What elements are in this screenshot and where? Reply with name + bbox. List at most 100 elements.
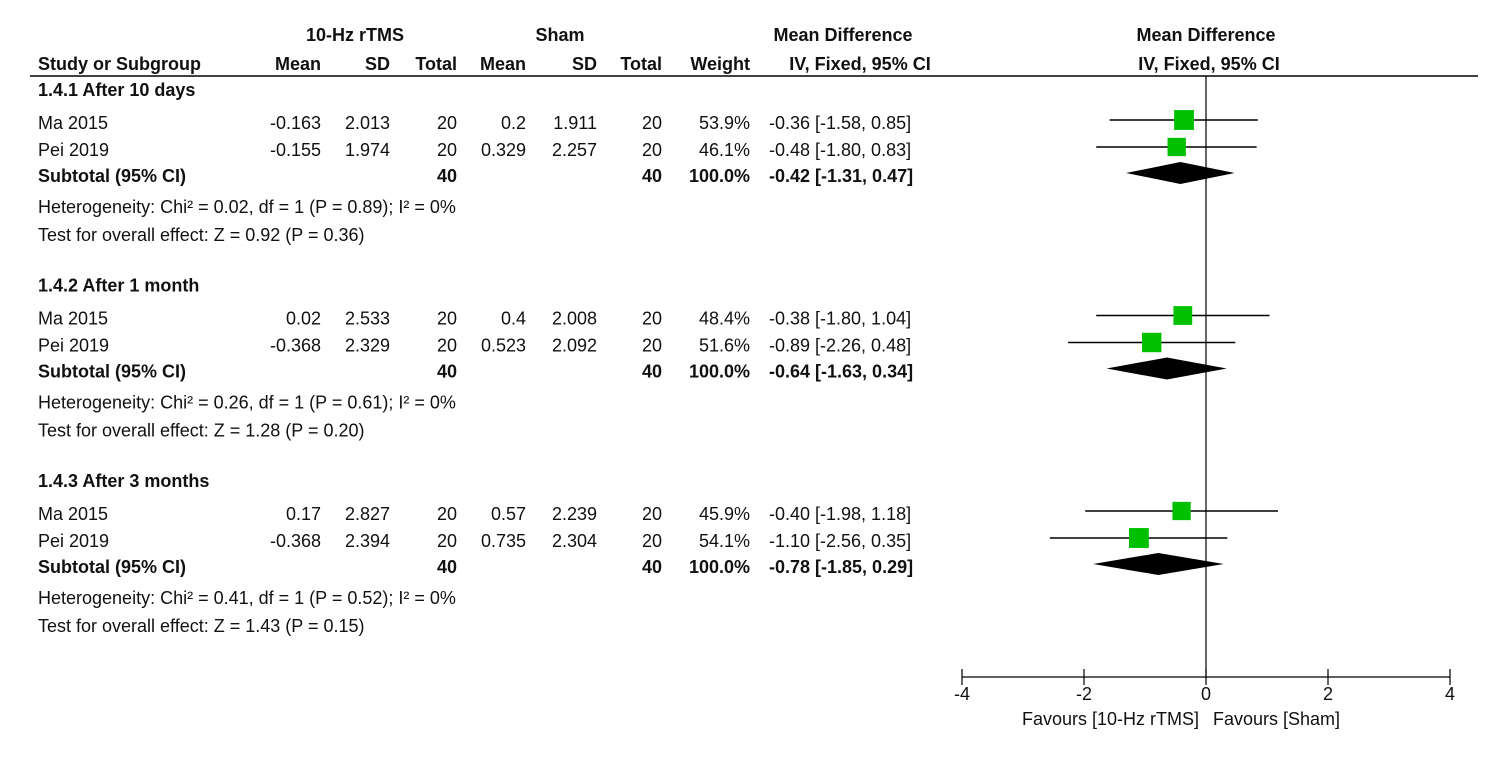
column-header: Mean bbox=[275, 54, 321, 74]
cell: 20 bbox=[437, 531, 457, 551]
overall-effect: Test for overall effect: Z = 0.92 (P = 0… bbox=[38, 225, 365, 245]
study-square bbox=[1172, 501, 1191, 521]
column-header: Total bbox=[415, 54, 457, 74]
cell: 2.329 bbox=[345, 335, 390, 355]
ci-label: -0.89 [-2.26, 0.48] bbox=[769, 335, 911, 355]
cell: 20 bbox=[437, 113, 457, 133]
heterogeneity: Heterogeneity: Chi² = 0.02, df = 1 (P = … bbox=[38, 197, 456, 217]
cell: 20 bbox=[437, 504, 457, 524]
ci-label: -0.78 [-1.85, 0.29] bbox=[769, 557, 913, 577]
subtotal-label: Subtotal (95% CI) bbox=[38, 361, 186, 381]
column-header: Total bbox=[620, 54, 662, 74]
cell: 40 bbox=[437, 361, 457, 381]
experimental-header: 10-Hz rTMS bbox=[306, 25, 404, 45]
column-header: Mean bbox=[480, 54, 526, 74]
weight: 53.9% bbox=[699, 113, 750, 133]
cell: 2.013 bbox=[345, 113, 390, 133]
diamond bbox=[1126, 162, 1235, 184]
heterogeneity: Heterogeneity: Chi² = 0.41, df = 1 (P = … bbox=[38, 588, 456, 608]
cell: 40 bbox=[437, 166, 457, 186]
group-title: 1.4.3 After 3 months bbox=[38, 471, 209, 491]
weight: 46.1% bbox=[699, 140, 750, 160]
cell: -0.163 bbox=[270, 113, 321, 133]
cell: 40 bbox=[642, 361, 662, 381]
cell: 20 bbox=[642, 531, 662, 551]
cell: -0.368 bbox=[270, 531, 321, 551]
weight: 100.0% bbox=[689, 361, 750, 381]
study-square bbox=[1174, 110, 1194, 130]
overall-effect: Test for overall effect: Z = 1.43 (P = 0… bbox=[38, 616, 365, 636]
cell: 20 bbox=[437, 308, 457, 328]
column-header: Weight bbox=[690, 54, 750, 74]
ci-label: -0.42 [-1.31, 0.47] bbox=[769, 166, 913, 186]
cell: 2.239 bbox=[552, 504, 597, 524]
weight: 100.0% bbox=[689, 166, 750, 186]
ci-label: -0.64 [-1.63, 0.34] bbox=[769, 361, 913, 381]
cell: 2.533 bbox=[345, 308, 390, 328]
x-tick-label: -2 bbox=[1076, 684, 1092, 704]
ci-label: -0.40 [-1.98, 1.18] bbox=[769, 504, 911, 524]
weight: 45.9% bbox=[699, 504, 750, 524]
favours-left: Favours [10-Hz rTMS] bbox=[1022, 709, 1199, 729]
cell: 0.57 bbox=[491, 504, 526, 524]
cell: 20 bbox=[642, 140, 662, 160]
column-header: SD bbox=[572, 54, 597, 74]
cell: 2.008 bbox=[552, 308, 597, 328]
ci-label: -1.10 [-2.56, 0.35] bbox=[769, 531, 911, 551]
cell: 20 bbox=[437, 335, 457, 355]
cell: -0.155 bbox=[270, 140, 321, 160]
cell: 2.257 bbox=[552, 140, 597, 160]
cell: 0.17 bbox=[286, 504, 321, 524]
group-title: 1.4.1 After 10 days bbox=[38, 80, 195, 100]
x-tick-label: 4 bbox=[1445, 684, 1455, 704]
group-title: 1.4.2 After 1 month bbox=[38, 275, 199, 295]
diamond bbox=[1106, 357, 1227, 380]
x-tick-label: 2 bbox=[1323, 684, 1333, 704]
study-name: Pei 2019 bbox=[38, 140, 109, 160]
ci-label: -0.36 [-1.58, 0.85] bbox=[769, 113, 911, 133]
cell: 20 bbox=[642, 308, 662, 328]
cell: -0.368 bbox=[270, 335, 321, 355]
cell: 2.304 bbox=[552, 531, 597, 551]
cell: 0.735 bbox=[481, 531, 526, 551]
weight: 51.6% bbox=[699, 335, 750, 355]
cell: 20 bbox=[642, 113, 662, 133]
ci-label: -0.48 [-1.80, 0.83] bbox=[769, 140, 911, 160]
study-square bbox=[1173, 306, 1193, 325]
plot-method: IV, Fixed, 95% CI bbox=[1138, 54, 1279, 74]
cell: 40 bbox=[437, 557, 457, 577]
heterogeneity: Heterogeneity: Chi² = 0.26, df = 1 (P = … bbox=[38, 392, 456, 412]
cell: 20 bbox=[437, 140, 457, 160]
ci-label: -0.38 [-1.80, 1.04] bbox=[769, 308, 911, 328]
study-name: Ma 2015 bbox=[38, 113, 108, 133]
study-name: Pei 2019 bbox=[38, 335, 109, 355]
subtotal-label: Subtotal (95% CI) bbox=[38, 166, 186, 186]
cell: 1.974 bbox=[345, 140, 390, 160]
cell: 0.523 bbox=[481, 335, 526, 355]
cell: 2.827 bbox=[345, 504, 390, 524]
cell: 0.4 bbox=[501, 308, 526, 328]
column-header: IV, Fixed, 95% CI bbox=[789, 54, 930, 74]
study-square bbox=[1167, 137, 1186, 157]
column-header: SD bbox=[365, 54, 390, 74]
cell: 1.911 bbox=[553, 113, 597, 133]
control-header: Sham bbox=[535, 25, 584, 45]
cell: 20 bbox=[642, 504, 662, 524]
cell: 0.02 bbox=[286, 308, 321, 328]
weight: 54.1% bbox=[699, 531, 750, 551]
study-name: Pei 2019 bbox=[38, 531, 109, 551]
cell: 2.394 bbox=[345, 531, 390, 551]
weight: 48.4% bbox=[699, 308, 750, 328]
weight: 100.0% bbox=[689, 557, 750, 577]
study-square bbox=[1142, 332, 1162, 353]
effect-header: Mean Difference bbox=[773, 25, 912, 45]
x-tick-label: -4 bbox=[954, 684, 970, 704]
cell: 40 bbox=[642, 557, 662, 577]
overall-effect: Test for overall effect: Z = 1.28 (P = 0… bbox=[38, 420, 365, 440]
plot-header: Mean Difference bbox=[1136, 25, 1275, 45]
favours-right: Favours [Sham] bbox=[1213, 709, 1340, 729]
cell: 2.092 bbox=[552, 335, 597, 355]
column-header: Study or Subgroup bbox=[38, 54, 201, 74]
cell: 40 bbox=[642, 166, 662, 186]
